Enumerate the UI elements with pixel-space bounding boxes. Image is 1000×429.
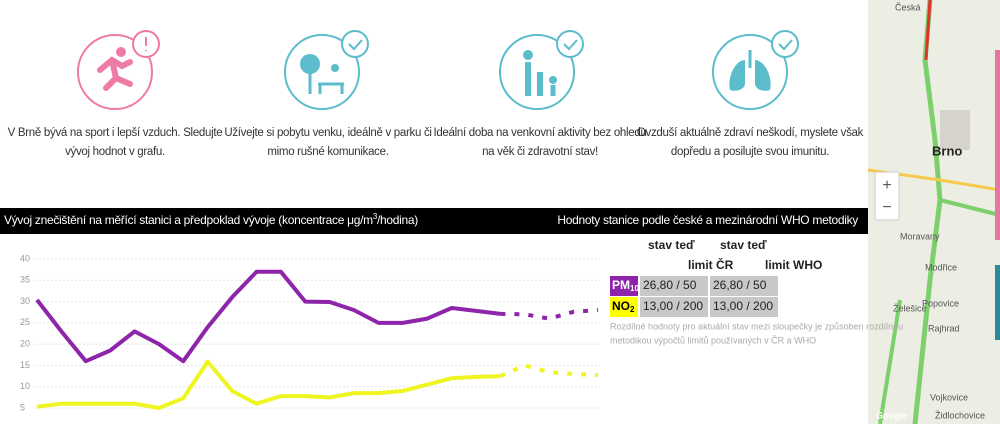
y-tick-label: 15 bbox=[20, 360, 30, 370]
map-label: Brno bbox=[932, 143, 962, 158]
cell-value: 13,00 / 200 bbox=[713, 299, 773, 313]
value-cell bbox=[710, 276, 778, 296]
card-text: mimo rušné komunikace. bbox=[267, 146, 388, 158]
row-label: PM10 bbox=[612, 278, 639, 293]
icon-sport bbox=[77, 30, 160, 110]
zoom-out[interactable]: − bbox=[882, 199, 891, 216]
zoom-in[interactable]: + bbox=[882, 177, 891, 194]
value-cell bbox=[640, 276, 708, 296]
card-text: na věk či zdravotní stav! bbox=[482, 146, 598, 158]
icon-lungs bbox=[712, 30, 799, 110]
row-label-main: NO bbox=[612, 299, 630, 313]
map-label: Židlochovice bbox=[935, 410, 985, 420]
y-tick-label: 10 bbox=[20, 381, 30, 391]
table-header: limit WHO bbox=[765, 258, 822, 272]
map-label: Rajhrad bbox=[928, 323, 960, 333]
data-line bbox=[36, 359, 501, 410]
card-text: Ideální doba na venkovní aktivity bez oh… bbox=[433, 127, 646, 139]
y-tick-label: 40 bbox=[20, 253, 30, 263]
y-tick-label: 35 bbox=[20, 275, 30, 285]
map-label: Google bbox=[876, 410, 907, 420]
label-cell bbox=[610, 297, 638, 317]
y-tick-label: 20 bbox=[20, 339, 30, 349]
table-header: stav teď bbox=[720, 238, 767, 252]
map-label: Modřice bbox=[925, 262, 957, 272]
y-tick-label: 5 bbox=[20, 402, 25, 412]
header-bar bbox=[0, 208, 868, 234]
label-cell bbox=[610, 276, 638, 296]
cell-value: 26,80 / 50 bbox=[713, 278, 767, 292]
value-cell bbox=[640, 297, 708, 317]
icon-park bbox=[284, 30, 369, 110]
value-cell bbox=[710, 297, 778, 317]
table-title: Hodnoty stanice podle české a mezinárodn… bbox=[557, 213, 858, 227]
map-label: Želešice bbox=[893, 303, 927, 313]
map-label: Česká bbox=[895, 2, 921, 12]
row-label-main: PM bbox=[612, 278, 630, 292]
y-tick-label: 25 bbox=[20, 317, 30, 327]
card-text: V Brně bývá na sport i lepší vzduch. Sle… bbox=[8, 127, 223, 139]
card-text: Ovzduší aktuálně zdraví neškodí, myslete… bbox=[637, 127, 864, 139]
cell-value: 26,80 / 50 bbox=[643, 278, 697, 292]
map-label: Popovice bbox=[922, 298, 959, 308]
chart-title: Vývoj znečištění na měřící stanici a pře… bbox=[4, 212, 418, 227]
card-text: dopředu a posilujte svou imunitu. bbox=[671, 146, 829, 158]
data-line bbox=[499, 363, 599, 378]
y-tick-label: 30 bbox=[20, 296, 30, 306]
table-note: Rozdílné hodnoty pro aktuální stav mezi … bbox=[610, 321, 903, 331]
table-header: limit ČR bbox=[688, 257, 734, 272]
icon-family bbox=[499, 30, 584, 110]
table-note: metodikou výpočtů limitů používaných v Č… bbox=[610, 335, 816, 345]
data-line bbox=[500, 308, 599, 321]
data-line bbox=[35, 269, 501, 364]
row-label-sub: 10 bbox=[630, 284, 639, 293]
map-label: Vojkovice bbox=[930, 392, 968, 402]
row-label-sub: 2 bbox=[630, 305, 635, 314]
table-header: stav teď bbox=[648, 238, 695, 252]
cell-value: 13,00 / 200 bbox=[643, 299, 703, 313]
row-label: NO2 bbox=[612, 299, 635, 314]
map-label: Moravany bbox=[900, 231, 940, 241]
map: + − bbox=[867, 0, 1000, 425]
card-text: vývoj hodnot v grafu. bbox=[65, 146, 165, 158]
card-text: Užívejte si pobytu venku, ideálně v park… bbox=[224, 127, 431, 139]
